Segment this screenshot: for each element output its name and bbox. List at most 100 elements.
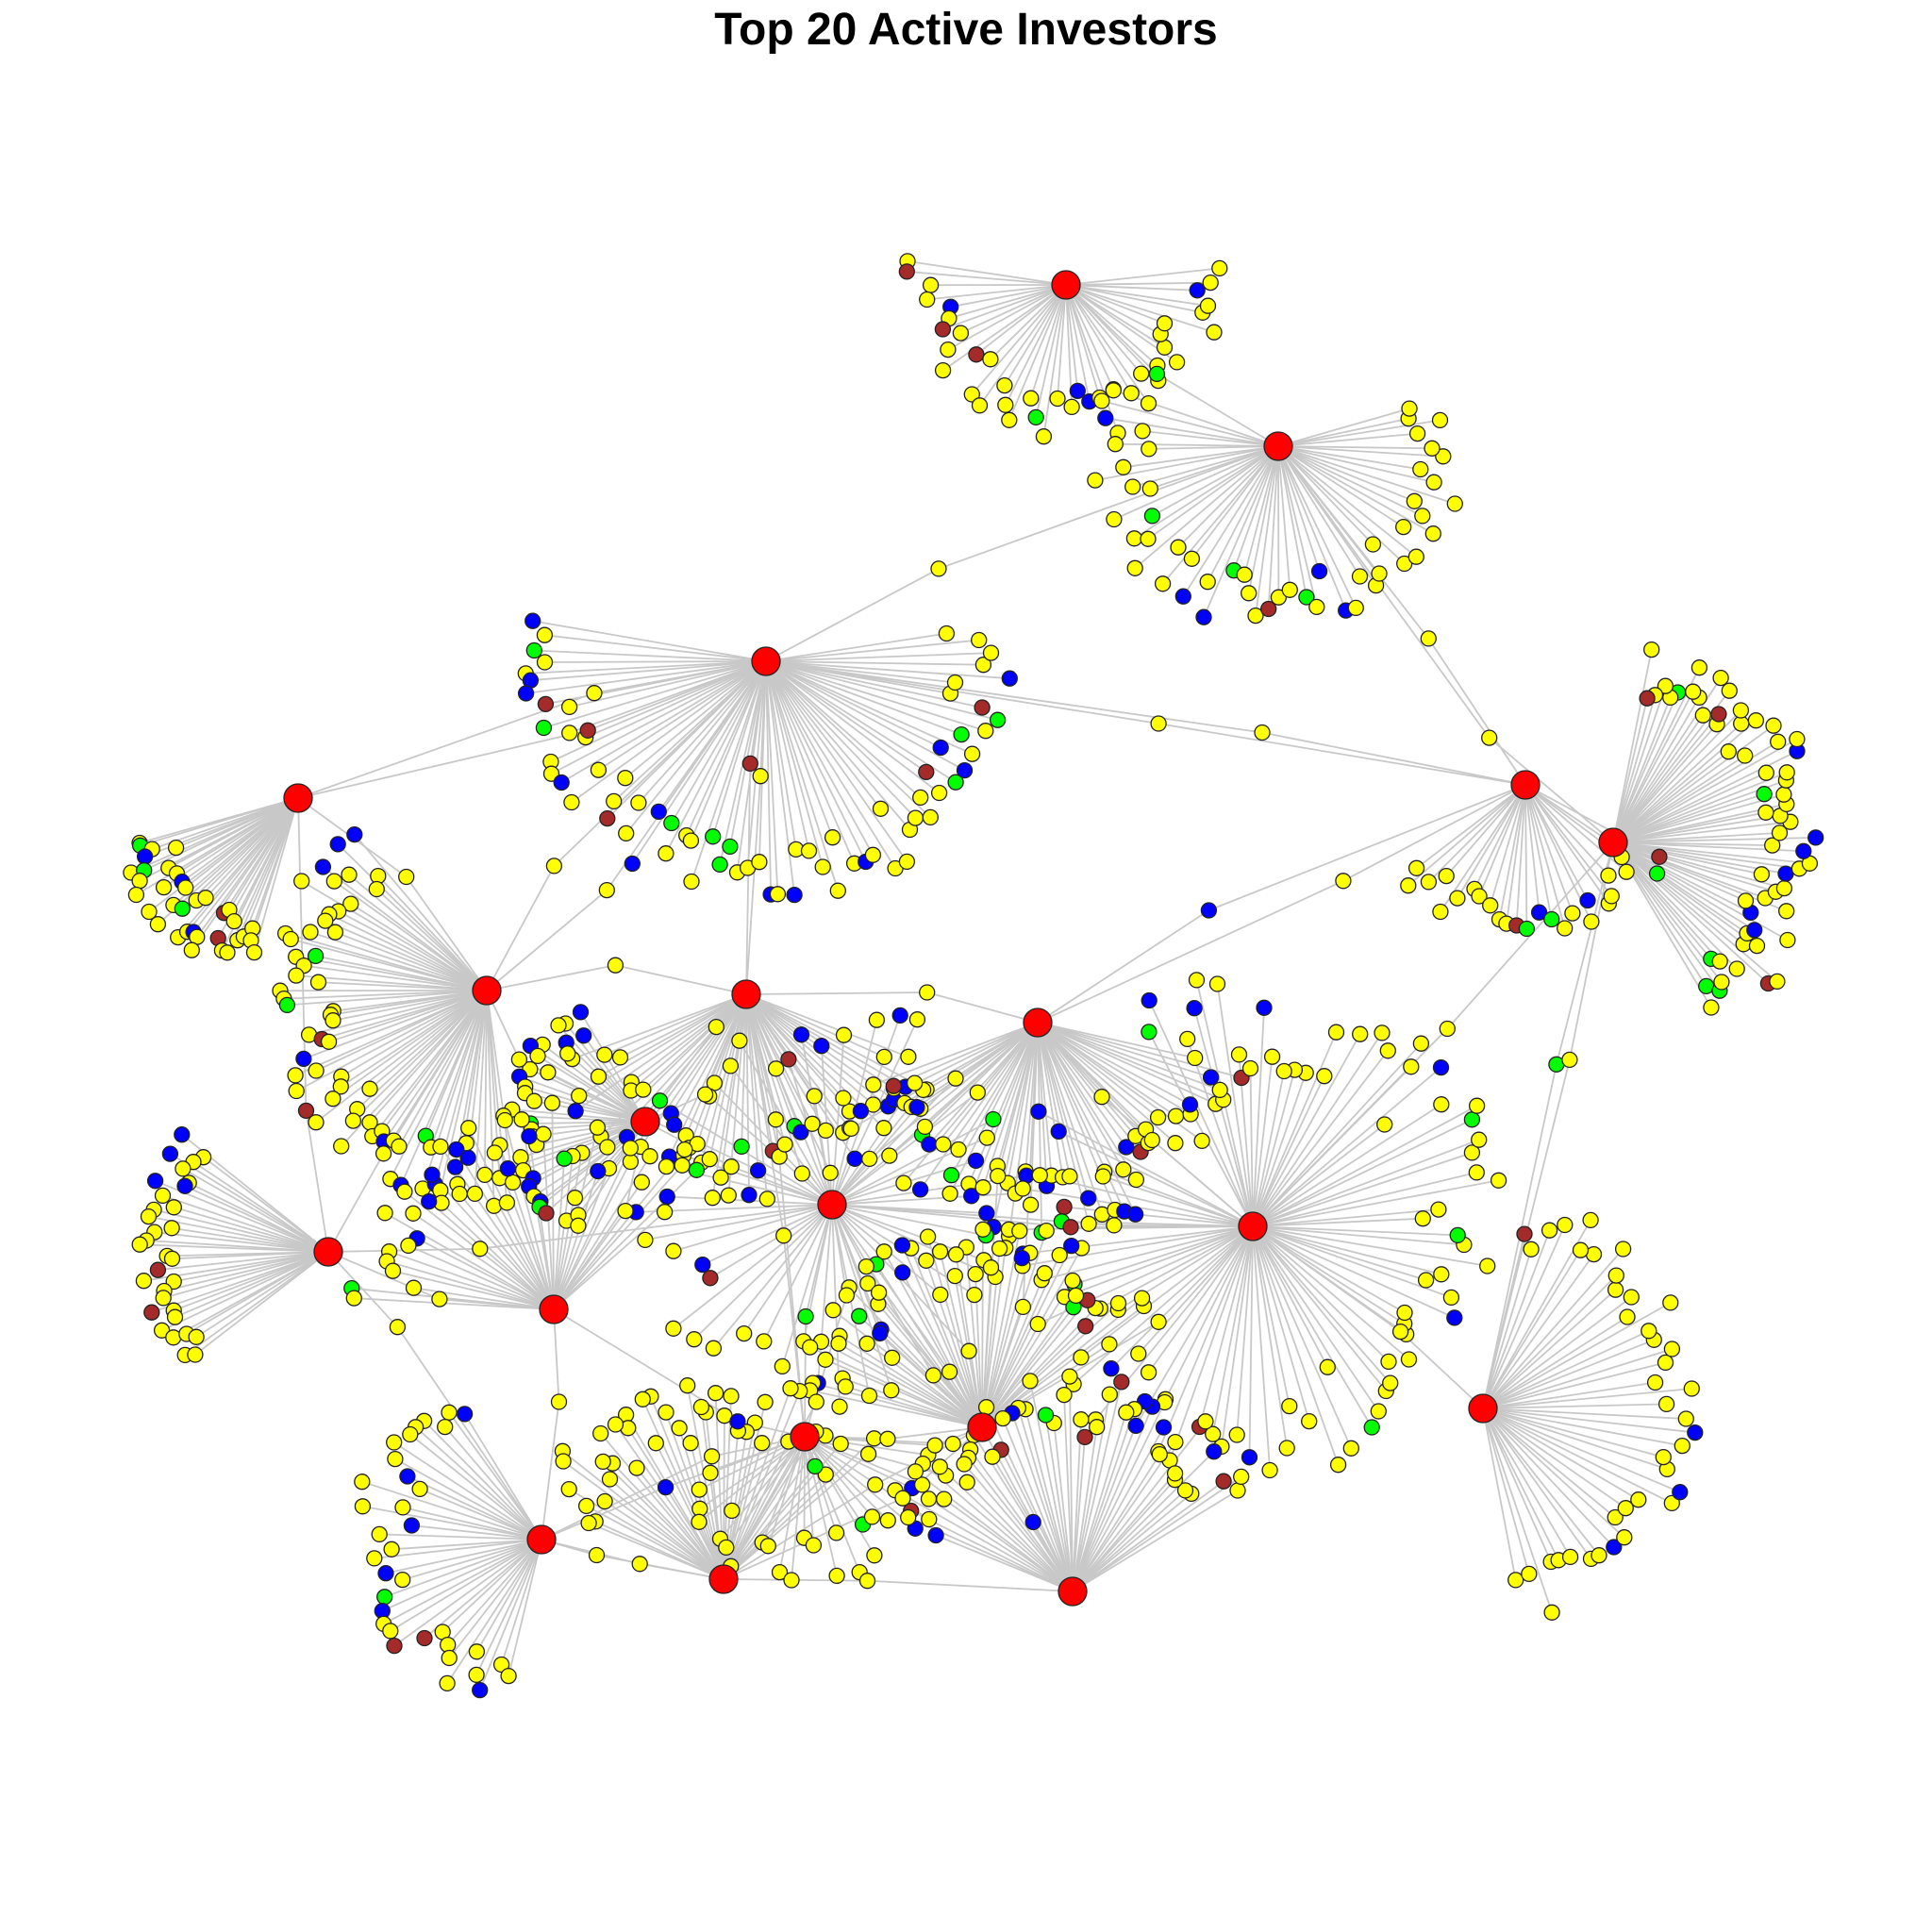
edge — [831, 1077, 957, 1206]
edge — [1216, 983, 1254, 1227]
yellow-node — [1657, 677, 1674, 694]
edge — [943, 1498, 1074, 1592]
edge — [169, 1153, 329, 1253]
edge — [384, 1539, 542, 1598]
edge — [691, 660, 767, 882]
yellow-node — [870, 1284, 888, 1301]
yellow-node — [166, 1308, 184, 1325]
yellow-node — [1728, 960, 1745, 977]
edge — [1277, 445, 1433, 450]
edge — [1612, 841, 1756, 931]
green-node — [985, 1110, 1002, 1128]
edge — [947, 284, 1067, 351]
blue-node — [1050, 1123, 1067, 1141]
edge — [154, 1231, 329, 1253]
yellow-node — [1747, 712, 1765, 729]
yellow-node — [1140, 1364, 1158, 1381]
edge — [1072, 1402, 1166, 1592]
yellow-node — [131, 1236, 148, 1253]
yellow-node — [686, 1331, 703, 1348]
edge — [586, 1505, 724, 1580]
yellow-node — [341, 866, 358, 883]
edge — [765, 660, 998, 722]
yellow-node — [930, 784, 948, 802]
edge — [1236, 1225, 1254, 1436]
edge — [1612, 841, 1800, 870]
yellow-node — [1449, 890, 1466, 907]
edge — [1277, 445, 1291, 591]
edge — [926, 284, 1067, 301]
blue-node — [978, 1205, 995, 1222]
edge — [1612, 841, 1721, 962]
edge — [1065, 281, 1211, 286]
blue-node — [786, 886, 803, 904]
hub-nodes-layer — [283, 270, 1628, 1607]
edge — [670, 993, 747, 1114]
yellow-node — [1022, 1196, 1040, 1213]
edge — [551, 660, 767, 774]
yellow-node — [1347, 599, 1364, 617]
yellow-node — [1619, 1308, 1636, 1325]
investor-hub-node — [539, 1294, 569, 1324]
edge — [745, 993, 844, 1099]
edge — [1138, 1225, 1254, 1355]
edge — [173, 1251, 329, 1312]
yellow-node — [921, 1510, 938, 1528]
yellow-node — [906, 1074, 924, 1091]
edge — [1007, 1022, 1039, 1184]
yellow-node — [1056, 1386, 1073, 1404]
yellow-node — [1379, 1042, 1396, 1059]
edge — [765, 660, 1159, 724]
yellow-node — [900, 1508, 917, 1526]
edge — [907, 260, 1067, 286]
yellow-node — [332, 1078, 349, 1095]
yellow-node — [1789, 730, 1806, 748]
yellow-node — [1431, 411, 1449, 429]
yellow-node — [858, 1573, 876, 1590]
edge — [765, 660, 840, 891]
yellow-node — [771, 1563, 789, 1581]
edge — [765, 660, 965, 772]
edge — [1524, 784, 1553, 920]
edge — [375, 888, 488, 991]
edge — [1037, 1022, 1103, 1098]
yellow-node — [1778, 764, 1795, 781]
brown-node — [1077, 1318, 1094, 1335]
edge — [1252, 1050, 1390, 1227]
green-node — [1756, 786, 1773, 803]
edge — [1158, 723, 1526, 786]
edge — [1482, 1348, 1673, 1409]
edge — [1029, 284, 1067, 399]
edge — [1113, 1224, 1254, 1227]
blue-node — [456, 1406, 474, 1423]
edge — [1612, 723, 1742, 843]
yellow-node — [822, 1164, 839, 1181]
yellow-node — [808, 1393, 824, 1410]
edge — [765, 660, 779, 894]
yellow-node — [1543, 1604, 1560, 1621]
blue-node — [176, 1177, 193, 1194]
edge — [1482, 1407, 1681, 1493]
edge — [805, 1204, 833, 1317]
yellow-node — [154, 1187, 172, 1205]
edge — [350, 903, 488, 991]
blue-node — [749, 1162, 767, 1179]
edge — [562, 1460, 724, 1580]
yellow-node — [225, 912, 242, 930]
edge — [869, 1022, 1039, 1160]
yellow-node — [1335, 873, 1352, 890]
edge — [1252, 1027, 1448, 1227]
yellow-node — [1564, 905, 1581, 922]
edge — [1252, 1225, 1442, 1275]
edge — [831, 1204, 881, 1334]
edge — [544, 660, 767, 663]
yellow-node — [559, 1045, 576, 1062]
yellow-node — [947, 1070, 964, 1087]
edge — [1482, 1407, 1695, 1434]
edge — [337, 843, 488, 991]
edge — [253, 797, 299, 953]
edge — [553, 1168, 610, 1310]
edge — [804, 1436, 916, 1529]
yellow-node — [1439, 1020, 1456, 1038]
edge — [1612, 709, 1742, 843]
